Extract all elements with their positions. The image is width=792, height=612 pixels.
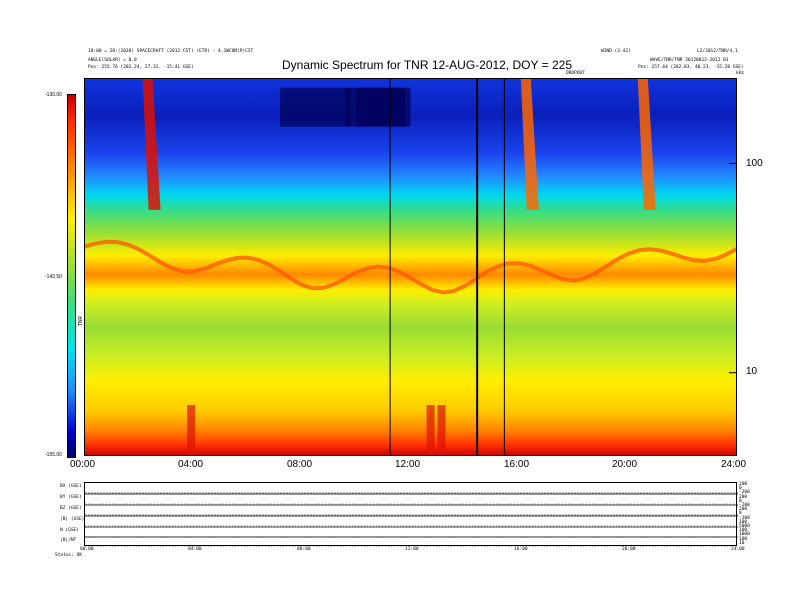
x-tick-0: 00:00 [70, 459, 96, 470]
x-tick-2: 08:00 [287, 459, 313, 470]
header-left-line3: Pos: 255.76 (202.24, 27.32, -15.41 GSE) [88, 65, 194, 70]
panel-right-scale: 200 0 -200 200 0 -200 200 0 -200 100 5000 100 1000 10… [739, 482, 769, 546]
header-left-line2: ANGLE(SOLAR) = 0.0 [88, 58, 137, 63]
panel-scale-label: -200 [739, 490, 750, 496]
plasma-line-path [84, 239, 737, 295]
panel-label-by: BY (GSE) [60, 495, 82, 500]
header-right-small: kHz [736, 71, 745, 76]
panel-tick-2: 08:00 [297, 547, 311, 552]
header-left-line1: 18:00 = 20:(2038) SPACECRAFT (2012 CST) … [88, 49, 254, 54]
panel-tick-1: 04:00 [188, 547, 202, 552]
chart-title: Dynamic Spectrum for TNR 12-AUG-2012, DO… [282, 58, 573, 72]
plot-frame [84, 78, 737, 456]
panel-scale-label: 200 [739, 507, 748, 513]
panel-scale-label: 1000 [739, 532, 750, 538]
panel-scale-label: 0 [739, 511, 742, 517]
panel-tick-0: 00:00 [80, 547, 94, 552]
x-tick-5: 20:00 [612, 459, 638, 470]
lower-panels-svg [85, 492, 738, 547]
panel-scale-label: 100 [739, 536, 748, 542]
panel-scale-label: 100 [739, 519, 748, 525]
panel-scale-label: -200 [739, 503, 750, 508]
panel-scale-label: 0 [739, 486, 742, 492]
panel-tick-3: 12:00 [405, 547, 419, 552]
x-tick-4: 16:00 [504, 459, 530, 470]
y-tick-100: 100 [746, 158, 763, 169]
panel-label-bnt: |B|/NT [60, 538, 77, 543]
x-tick-1: 04:00 [178, 459, 204, 470]
panel-label-bx: BX (GSE) [60, 484, 82, 489]
colorbar-tick-mid: -142.50 [45, 274, 62, 280]
header-mid-small: DROPOUT [566, 71, 585, 76]
x-tick-6: 24:00 [721, 459, 747, 470]
status-footer: Status: OK [55, 553, 83, 558]
colorbar-tick-max: -130.00 [45, 92, 62, 98]
header-right-line2: WAVE/TNR/TNR 20120812-2012 01 [650, 58, 729, 63]
type-iii-burst-2 [637, 78, 656, 210]
spectrogram [84, 78, 737, 456]
panel-scale-label: 200 [739, 482, 748, 487]
low-burst-1 [426, 405, 435, 456]
panel-tick-6: 24:00 [731, 547, 745, 552]
type-iii-burst-0 [142, 78, 161, 210]
panel-scale-label: 10 [739, 540, 745, 546]
header-right-line3: Pos: 257.64 (202.83, 40.23, -15.20 GSE) [638, 65, 744, 70]
panel-scale-label: -200 [739, 515, 750, 521]
panel-label-n: N (GSE) [60, 528, 79, 533]
panel-scale-label: 0 [739, 498, 742, 504]
panel-scale-label: 100 [739, 528, 748, 534]
header-right-line1: WIND (3.42) [601, 49, 631, 54]
dark-patch-0 [279, 87, 351, 127]
header-right-corner: L2/2012/TNR/4.1 [697, 49, 738, 54]
colorbar [67, 94, 76, 458]
colorbar-tick-min: -155.00 [45, 452, 62, 458]
panel-label-b: |B| (GSE) [60, 517, 85, 522]
x-tick-3: 12:00 [395, 459, 421, 470]
panel-label-bz: BZ (GSE) [60, 506, 82, 511]
low-burst-0 [187, 405, 196, 456]
panel-tick-5: 20:00 [622, 547, 636, 552]
panel-scale-label: 200 [739, 494, 748, 500]
dark-patch-2 [356, 87, 406, 127]
y-tick-10: 10 [746, 366, 758, 377]
lower-panels [84, 482, 738, 547]
panel-tick-4: 16:00 [514, 547, 528, 552]
type-iii-burst-1 [520, 78, 539, 210]
spectrogram-overlay [84, 78, 737, 456]
low-burst-2 [437, 405, 446, 456]
panel-scale-label: 5000 [739, 524, 750, 529]
